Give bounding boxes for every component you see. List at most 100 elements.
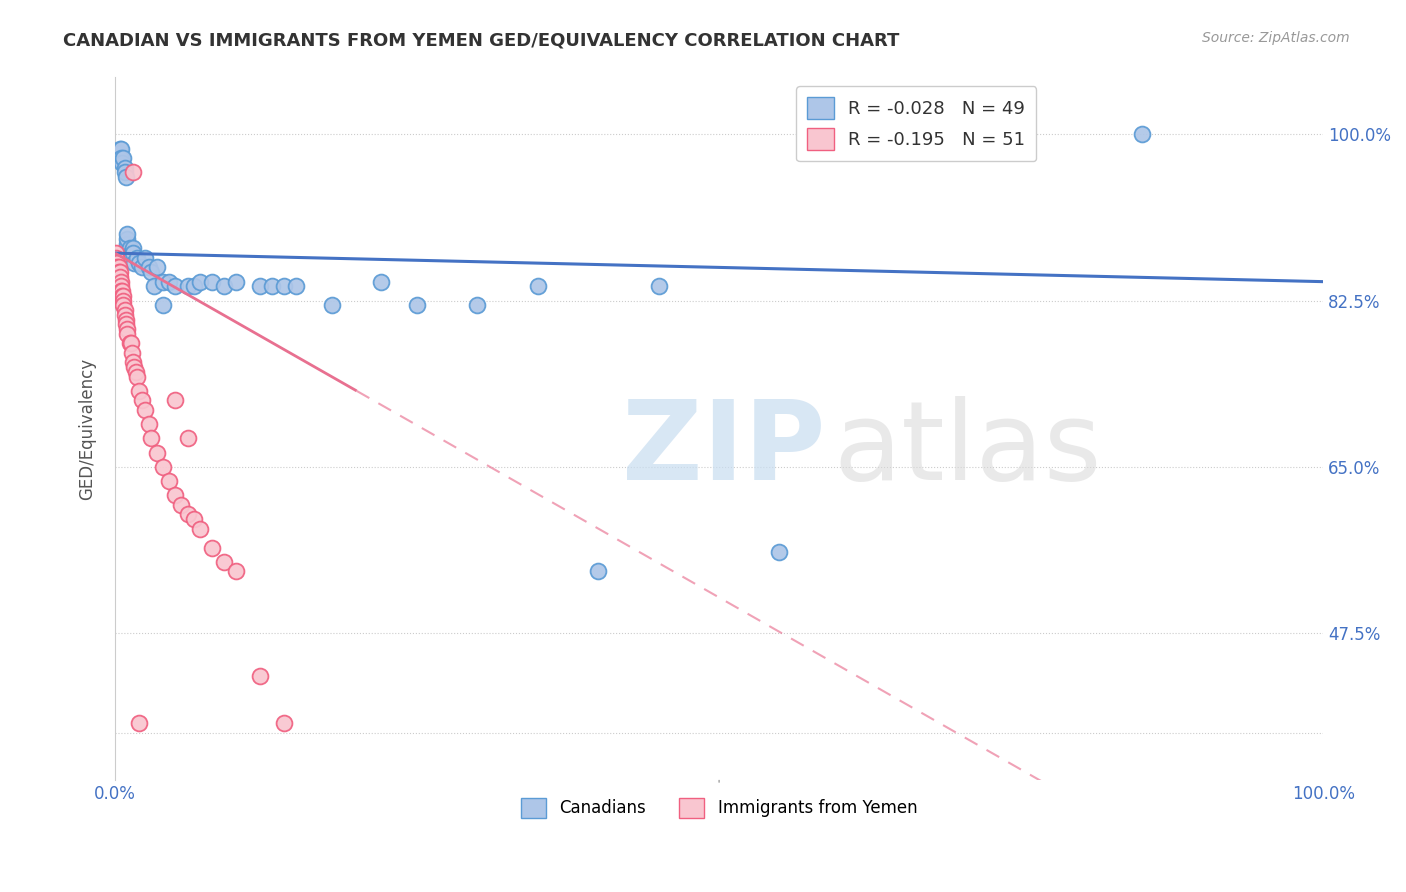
Point: [124, 365, 146, 379]
Point: [122, 246, 145, 260]
Point: [146, 260, 169, 275]
Point: [128, 716, 150, 731]
Point: [107, 146, 129, 161]
Point: [114, 303, 136, 318]
Point: [112, 298, 135, 312]
Point: [249, 279, 271, 293]
Point: [111, 284, 134, 298]
Point: [152, 298, 174, 312]
Point: [285, 279, 308, 293]
Point: [122, 165, 145, 179]
Point: [118, 336, 141, 351]
Point: [212, 555, 235, 569]
Legend: Canadians, Immigrants from Yemen: Canadians, Immigrants from Yemen: [515, 791, 924, 825]
Point: [183, 279, 205, 293]
Point: [108, 265, 131, 279]
Point: [134, 251, 156, 265]
Point: [108, 269, 131, 284]
Point: [249, 669, 271, 683]
Point: [165, 279, 187, 293]
Point: [112, 293, 135, 308]
Point: [115, 170, 138, 185]
Point: [138, 417, 160, 431]
Point: [125, 251, 148, 265]
Point: [176, 431, 198, 445]
Point: [107, 260, 129, 275]
Point: [165, 488, 187, 502]
Point: [588, 565, 610, 579]
Point: [122, 241, 145, 255]
Point: [176, 508, 198, 522]
Point: [107, 146, 129, 161]
Y-axis label: GED/Equivalency: GED/Equivalency: [79, 358, 96, 500]
Point: [273, 279, 295, 293]
Point: [131, 393, 153, 408]
Point: [105, 251, 128, 265]
Point: [124, 360, 146, 375]
Text: CANADIAN VS IMMIGRANTS FROM YEMEN GED/EQUIVALENCY CORRELATION CHART: CANADIAN VS IMMIGRANTS FROM YEMEN GED/EQ…: [63, 31, 900, 49]
Point: [121, 346, 143, 360]
Point: [201, 541, 224, 555]
Point: [273, 716, 295, 731]
Point: [128, 384, 150, 398]
Point: [110, 275, 132, 289]
Point: [115, 227, 138, 242]
Point: [212, 279, 235, 293]
Point: [527, 279, 550, 293]
Point: [370, 275, 392, 289]
Point: [141, 431, 163, 445]
Point: [122, 355, 145, 369]
Point: [183, 512, 205, 526]
Point: [321, 298, 343, 312]
Point: [120, 246, 142, 260]
Point: [406, 298, 429, 312]
Point: [225, 565, 247, 579]
Text: atlas: atlas: [834, 396, 1102, 503]
Point: [225, 275, 247, 289]
Point: [146, 445, 169, 459]
Point: [107, 260, 129, 275]
Point: [114, 161, 136, 175]
Point: [114, 308, 136, 322]
Point: [131, 260, 153, 275]
Point: [115, 236, 138, 251]
Point: [110, 151, 132, 165]
Point: [152, 459, 174, 474]
Point: [188, 275, 211, 289]
Point: [467, 298, 489, 312]
Point: [128, 255, 150, 269]
Point: [112, 289, 135, 303]
Point: [115, 322, 138, 336]
Point: [647, 279, 669, 293]
Point: [157, 275, 180, 289]
Point: [105, 246, 128, 260]
Point: [188, 522, 211, 536]
Point: [170, 498, 193, 512]
Point: [768, 545, 790, 559]
Point: [152, 275, 174, 289]
Point: [111, 156, 134, 170]
Point: [125, 369, 148, 384]
Point: [115, 312, 138, 326]
Point: [108, 142, 131, 156]
Point: [111, 289, 134, 303]
Point: [134, 402, 156, 417]
Point: [110, 284, 132, 298]
Text: Source: ZipAtlas.com: Source: ZipAtlas.com: [1202, 31, 1350, 45]
Point: [201, 275, 224, 289]
Point: [142, 279, 165, 293]
Point: [262, 279, 284, 293]
Point: [165, 393, 187, 408]
Point: [107, 265, 129, 279]
Text: ZIP: ZIP: [623, 396, 825, 503]
Point: [114, 165, 136, 179]
Point: [1130, 128, 1153, 142]
Point: [107, 255, 129, 269]
Point: [115, 318, 138, 332]
Point: [118, 241, 141, 255]
Point: [138, 260, 160, 275]
Point: [115, 326, 138, 341]
Point: [110, 142, 132, 156]
Point: [176, 279, 198, 293]
Point: [110, 279, 132, 293]
